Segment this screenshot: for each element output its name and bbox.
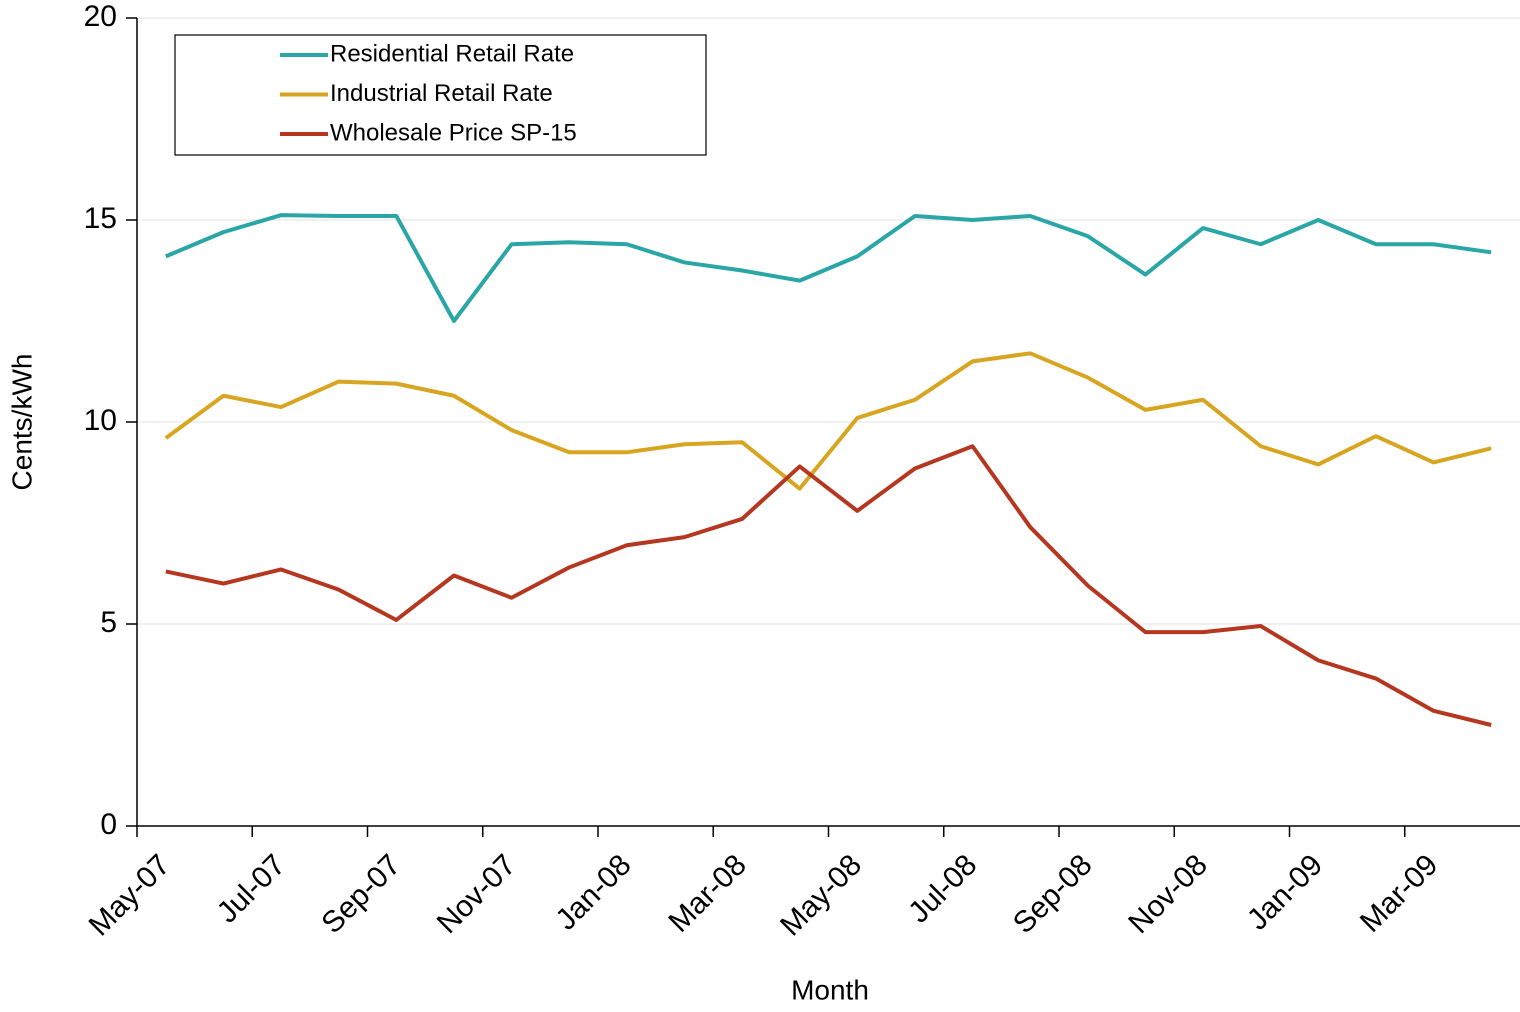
y-axis-label: Cents/kWh	[6, 354, 37, 491]
series-line	[165, 213, 1492, 323]
x-tick-label: Mar-08	[662, 848, 753, 939]
x-tick-label: Sep-08	[1007, 848, 1099, 940]
x-tick-label: Nov-07	[431, 848, 523, 940]
legend-label: Residential Retail Rate	[330, 40, 574, 67]
x-tick-label: Jul-08	[902, 848, 983, 929]
series-line	[164, 351, 1492, 491]
x-tick-label: May-07	[83, 848, 177, 942]
y-tick-label: 5	[100, 606, 117, 639]
legend-label: Industrial Retail Rate	[330, 80, 553, 107]
y-tick-label: 0	[100, 808, 117, 841]
legend-label: Wholesale Price SP-15	[330, 119, 577, 146]
legend-box	[174, 34, 707, 156]
y-tick-label: 15	[84, 202, 117, 235]
y-tick-label: 20	[84, 0, 117, 33]
x-tick-label: May-08	[774, 848, 868, 942]
x-tick-label: Jan-08	[549, 848, 637, 936]
x-tick-label: Nov-08	[1122, 848, 1214, 940]
x-tick-label: Jan-09	[1241, 848, 1329, 936]
x-tick-label: Sep-07	[315, 848, 407, 940]
y-tick-label: 10	[84, 404, 117, 437]
x-tick-label: Mar-09	[1354, 848, 1445, 939]
x-tick-label: Jul-07	[211, 848, 292, 929]
x-axis-label: Month	[791, 974, 869, 1005]
series-line	[165, 444, 1492, 727]
